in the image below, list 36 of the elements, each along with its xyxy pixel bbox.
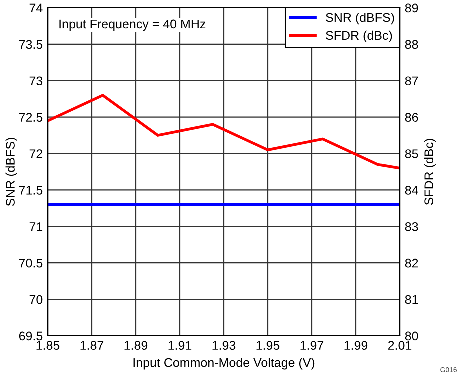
y2-tick-label: 89 [405, 4, 418, 13]
y2-tick-label: 80 [405, 332, 418, 341]
legend-label: SFDR (dBc) [326, 30, 392, 43]
y2-tick-label: 82 [405, 258, 418, 268]
y-tick-label: 72 [30, 150, 43, 158]
x-tick-label: 1.93 [212, 341, 236, 350]
y2-tick-label: 83 [405, 222, 418, 232]
y-axis-title: SNR (dBFS) [6, 138, 18, 206]
y-tick-label: 74 [30, 4, 43, 13]
y2-tick-label: 85 [405, 150, 418, 158]
y-tick-label: 70 [30, 295, 43, 304]
y2-tick-label: 88 [405, 40, 418, 50]
annotation: Input Frequency = 40 MHz [60, 20, 206, 32]
y2-tick-label: 87 [405, 76, 418, 86]
x-tick-label: 1.97 [300, 341, 324, 350]
x-tick-label: 1.87 [80, 341, 104, 350]
x-axis-title: Input Common-Mode Voltage (V) [134, 358, 315, 370]
x-tick-label: 2.01 [388, 341, 412, 350]
y-tick-label: 73.5 [19, 40, 43, 50]
x-tick-label: 1.85 [36, 341, 60, 350]
y2-tick-label: 86 [405, 113, 418, 122]
x-tick-label: 1.91 [168, 341, 192, 350]
y2-tick-label: 81 [405, 295, 418, 304]
y2-tick-label: 84 [405, 186, 418, 195]
y-tick-label: 71 [30, 222, 43, 232]
y-tick-label: 70.5 [19, 258, 43, 268]
y-tick-label: 73 [30, 76, 43, 86]
y-tick-label: 72.5 [19, 113, 43, 122]
y-tick-label: 69.5 [19, 332, 43, 341]
y2-axis-title: SFDR (dBc) [424, 139, 436, 206]
line-series [48, 94, 400, 170]
x-tick-label: 1.89 [124, 341, 148, 350]
y-tick-label: 71.5 [19, 186, 43, 195]
x-tick-label: 1.95 [256, 341, 280, 350]
legend-label: SNR (dBFS) [326, 13, 394, 25]
x-tick-label: 1.99 [344, 341, 368, 350]
